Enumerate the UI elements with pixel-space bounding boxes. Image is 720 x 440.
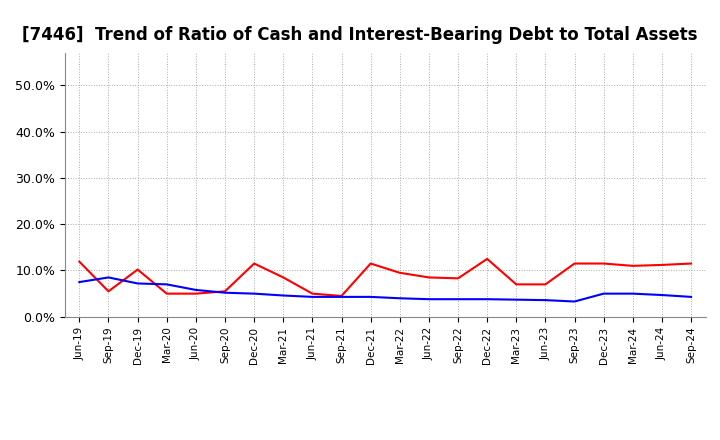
Cash bbox=[483, 256, 492, 261]
Interest-Bearing Debt bbox=[599, 291, 608, 296]
Cash bbox=[308, 291, 317, 296]
Cash bbox=[541, 282, 550, 287]
Cash bbox=[163, 291, 171, 296]
Cash bbox=[133, 267, 142, 272]
Interest-Bearing Debt bbox=[687, 294, 696, 300]
Cash bbox=[687, 261, 696, 266]
Interest-Bearing Debt bbox=[220, 290, 229, 295]
Interest-Bearing Debt bbox=[104, 275, 113, 280]
Interest-Bearing Debt bbox=[512, 297, 521, 302]
Interest-Bearing Debt bbox=[366, 294, 375, 300]
Interest-Bearing Debt bbox=[192, 287, 200, 293]
Cash bbox=[657, 262, 666, 268]
Cash bbox=[599, 261, 608, 266]
Cash bbox=[454, 276, 462, 281]
Cash bbox=[220, 289, 229, 294]
Cash bbox=[337, 293, 346, 299]
Line: Cash: Cash bbox=[79, 259, 691, 296]
Cash bbox=[425, 275, 433, 280]
Interest-Bearing Debt bbox=[395, 296, 404, 301]
Interest-Bearing Debt bbox=[483, 297, 492, 302]
Interest-Bearing Debt bbox=[163, 282, 171, 287]
Interest-Bearing Debt bbox=[454, 297, 462, 302]
Interest-Bearing Debt bbox=[425, 297, 433, 302]
Cash bbox=[629, 263, 637, 268]
Interest-Bearing Debt bbox=[657, 293, 666, 298]
Interest-Bearing Debt bbox=[308, 294, 317, 300]
Interest-Bearing Debt bbox=[629, 291, 637, 296]
Line: Interest-Bearing Debt: Interest-Bearing Debt bbox=[79, 278, 691, 301]
Cash bbox=[250, 261, 258, 266]
Interest-Bearing Debt bbox=[75, 279, 84, 285]
Cash bbox=[104, 289, 113, 294]
Cash bbox=[395, 270, 404, 275]
Interest-Bearing Debt bbox=[541, 297, 550, 303]
Interest-Bearing Debt bbox=[250, 291, 258, 296]
Cash bbox=[512, 282, 521, 287]
Cash bbox=[279, 275, 287, 280]
Cash bbox=[570, 261, 579, 266]
Cash bbox=[366, 261, 375, 266]
Interest-Bearing Debt bbox=[133, 281, 142, 286]
Interest-Bearing Debt bbox=[570, 299, 579, 304]
Interest-Bearing Debt bbox=[279, 293, 287, 298]
Cash bbox=[192, 291, 200, 296]
Text: [7446]  Trend of Ratio of Cash and Interest-Bearing Debt to Total Assets: [7446] Trend of Ratio of Cash and Intere… bbox=[22, 26, 698, 44]
Interest-Bearing Debt bbox=[337, 294, 346, 300]
Cash bbox=[75, 259, 84, 264]
